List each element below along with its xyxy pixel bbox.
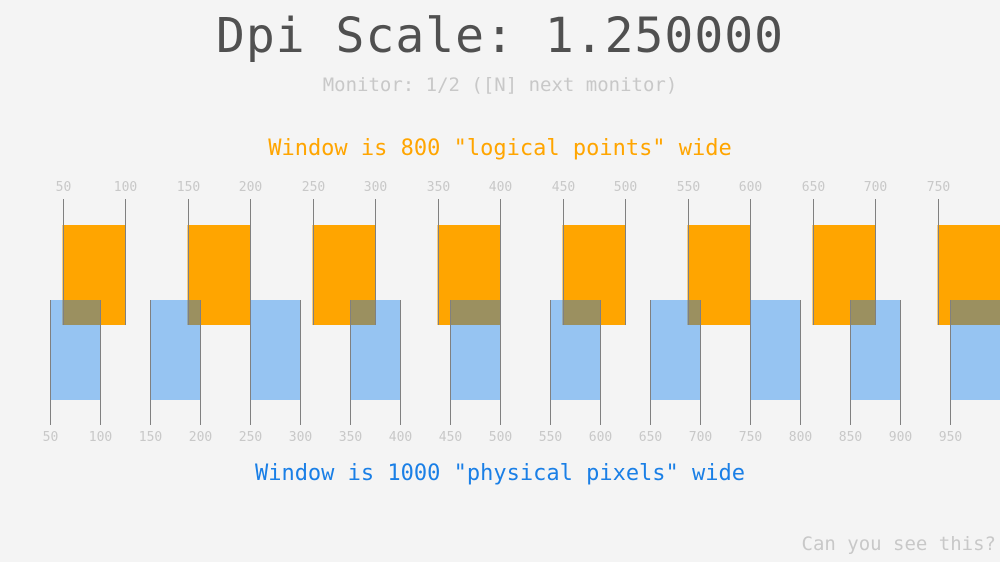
overlap-block — [350, 300, 375, 325]
physical-tick-label: 250 — [239, 430, 262, 445]
logical-tick-label: 600 — [739, 180, 762, 195]
logical-tick-label: 100 — [114, 180, 137, 195]
physical-tick-label: 500 — [489, 430, 512, 445]
physical-caption: Window is 1000 "physical pixels" wide — [254, 461, 746, 486]
logical-tick-label: 650 — [802, 180, 825, 195]
physical-tick-label: 400 — [389, 430, 412, 445]
logical-tick-label: 450 — [552, 180, 575, 195]
hint-text: Can you see this? — [801, 533, 996, 555]
physical-tick-label: 650 — [639, 430, 662, 445]
physical-tick-label: 300 — [289, 430, 312, 445]
logical-tick-label: 750 — [927, 180, 950, 195]
physical-tick-label: 700 — [689, 430, 712, 445]
overlap-block — [562, 300, 600, 325]
logical-tick-label: 400 — [489, 180, 512, 195]
physical-tick-label: 950 — [939, 430, 962, 445]
logical-tick-label: 50 — [56, 180, 72, 195]
physical-tick-label: 100 — [89, 430, 112, 445]
physical-tick-label: 750 — [739, 430, 762, 445]
dpi-scale-title: Dpi Scale: 1.250000 — [215, 8, 785, 64]
overlap-block — [850, 300, 875, 325]
logical-tick-label: 200 — [239, 180, 262, 195]
overlap-block — [687, 300, 700, 325]
physical-block — [250, 300, 300, 400]
overlap-block — [62, 300, 100, 325]
logical-tick-label: 150 — [177, 180, 200, 195]
physical-tick-label: 800 — [789, 430, 812, 445]
physical-tick-label: 350 — [339, 430, 362, 445]
overlap-block — [450, 300, 500, 325]
logical-tick-label: 700 — [864, 180, 887, 195]
logical-tick-label: 500 — [614, 180, 637, 195]
physical-tick-label: 200 — [189, 430, 212, 445]
physical-tick-label: 150 — [139, 430, 162, 445]
physical-block — [750, 300, 800, 400]
logical-caption: Window is 800 "logical points" wide — [268, 136, 732, 161]
physical-tick-label: 450 — [439, 430, 462, 445]
logical-tick-label: 250 — [302, 180, 325, 195]
physical-tick-label: 600 — [589, 430, 612, 445]
overlap-block — [187, 300, 200, 325]
physical-tick-label: 50 — [43, 430, 59, 445]
logical-tick-label: 550 — [677, 180, 700, 195]
physical-tick-label: 850 — [839, 430, 862, 445]
logical-tick-label: 350 — [427, 180, 450, 195]
monitor-info: Monitor: 1/2 ([N] next monitor) — [322, 74, 678, 96]
logical-tick-label: 300 — [364, 180, 387, 195]
physical-tick-label: 900 — [889, 430, 912, 445]
overlap-block — [950, 300, 1000, 325]
physical-tick-label: 550 — [539, 430, 562, 445]
